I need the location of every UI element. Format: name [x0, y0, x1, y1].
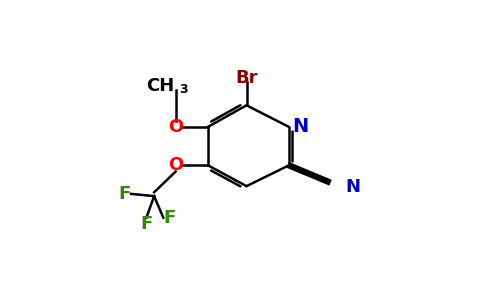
Text: F: F: [119, 185, 131, 203]
Text: O: O: [168, 118, 183, 136]
Text: O: O: [168, 156, 183, 174]
Text: N: N: [345, 178, 360, 196]
Text: N: N: [292, 117, 308, 136]
Text: 3: 3: [180, 82, 188, 96]
Text: CH: CH: [146, 77, 174, 95]
Text: F: F: [164, 209, 176, 227]
Text: F: F: [140, 215, 152, 233]
Text: Br: Br: [235, 69, 258, 87]
